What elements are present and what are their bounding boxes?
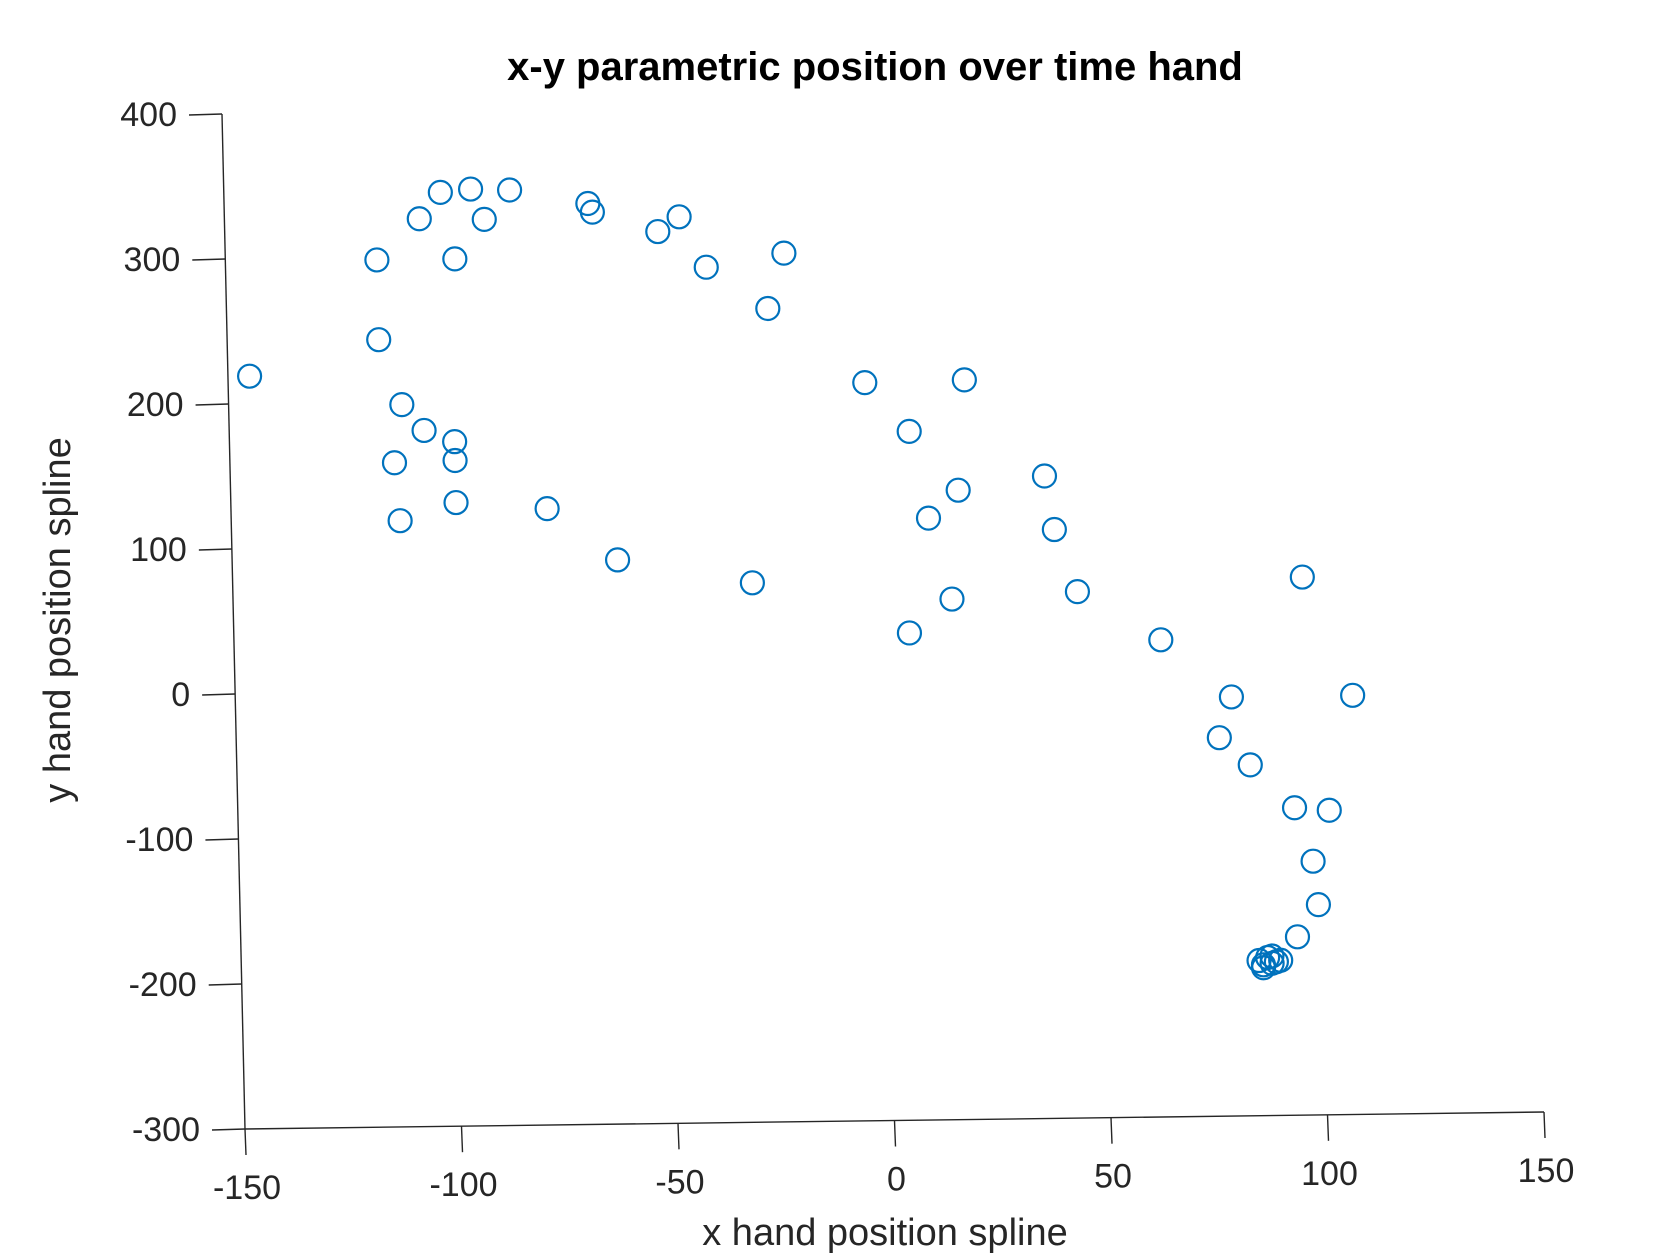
y-tick-label: -100 [125,821,193,859]
chart-title: x-y parametric position over time hand [507,45,1243,89]
data-point [387,508,413,534]
data-points [236,176,1366,981]
data-point [1031,463,1058,489]
data-point [896,620,923,646]
data-point [411,417,437,444]
y-tick-label: -200 [129,966,197,1004]
data-point [236,363,263,389]
y-tick-label: 400 [120,96,177,134]
data-point [1316,797,1342,823]
data-point [666,204,692,230]
y-tick [188,113,223,116]
data-point [852,370,878,396]
x-tick [1110,1117,1113,1144]
y-tick [205,838,239,841]
data-point [1289,564,1315,590]
y-tick-label: 200 [127,386,184,424]
y-tick-label: -300 [132,1111,200,1149]
data-point [1340,682,1366,708]
y-tick [195,403,229,406]
y-tick-label: 100 [130,531,187,569]
data-point [471,206,497,232]
data-point [579,199,605,225]
data-point [1305,892,1332,918]
data-point [442,246,468,272]
data-point [755,295,781,322]
data-point [1300,848,1326,874]
x-tick [677,1123,680,1150]
data-point [496,177,523,203]
data-point [406,206,432,232]
y-tick [198,548,232,551]
data-point [389,392,415,418]
data-point [945,477,971,503]
x-tick-label: -150 [213,1169,281,1207]
data-point [366,327,392,353]
data-point [645,218,671,245]
y-axis-line [221,113,246,1130]
x-tick [1326,1114,1330,1141]
data-point [1218,684,1245,710]
data-point [381,450,408,476]
data-point [534,496,560,522]
data-point [443,489,469,516]
data-point [1281,795,1308,821]
x-tick-label: 150 [1518,1152,1575,1190]
data-point [457,176,484,202]
x-tick [1543,1111,1546,1139]
data-point [896,418,922,444]
axes: -150 -100 -50 0 50 100 150 400 300 200 100 0 -100 -20… [120,96,1574,1207]
y-tick [202,693,236,696]
x-tick-label: 50 [1094,1158,1132,1196]
x-tick [893,1120,897,1147]
data-point [1041,516,1067,543]
x-tick [460,1126,464,1153]
data-point [951,367,977,393]
data-point [915,505,942,531]
data-point [693,254,719,280]
y-axis-label: y hand position spline [37,437,79,802]
data-point [1237,752,1263,778]
data-point [1259,950,1285,976]
data-point [1284,924,1311,950]
data-point [771,240,797,266]
data-point [364,247,390,273]
y-tick [208,983,242,986]
data-point [604,547,631,573]
x-tick-label: 100 [1301,1155,1358,1193]
x-axis-label: x hand position spline [702,1212,1067,1254]
data-point [739,570,765,596]
data-point [1148,627,1174,653]
data-point [442,447,468,474]
data-point [1064,578,1091,605]
data-point [442,429,468,455]
x-tick-label: -100 [429,1166,497,1204]
data-point [427,179,453,205]
data-point [939,586,965,612]
x-tick-label: -50 [655,1163,704,1201]
data-point [1206,725,1232,751]
x-tick [244,1128,247,1156]
y-tick-label: 0 [171,676,190,714]
y-tick [192,258,226,261]
y-tick [211,1128,246,1131]
x-tick-label: 0 [887,1161,906,1199]
y-tick-label: 300 [124,241,181,279]
